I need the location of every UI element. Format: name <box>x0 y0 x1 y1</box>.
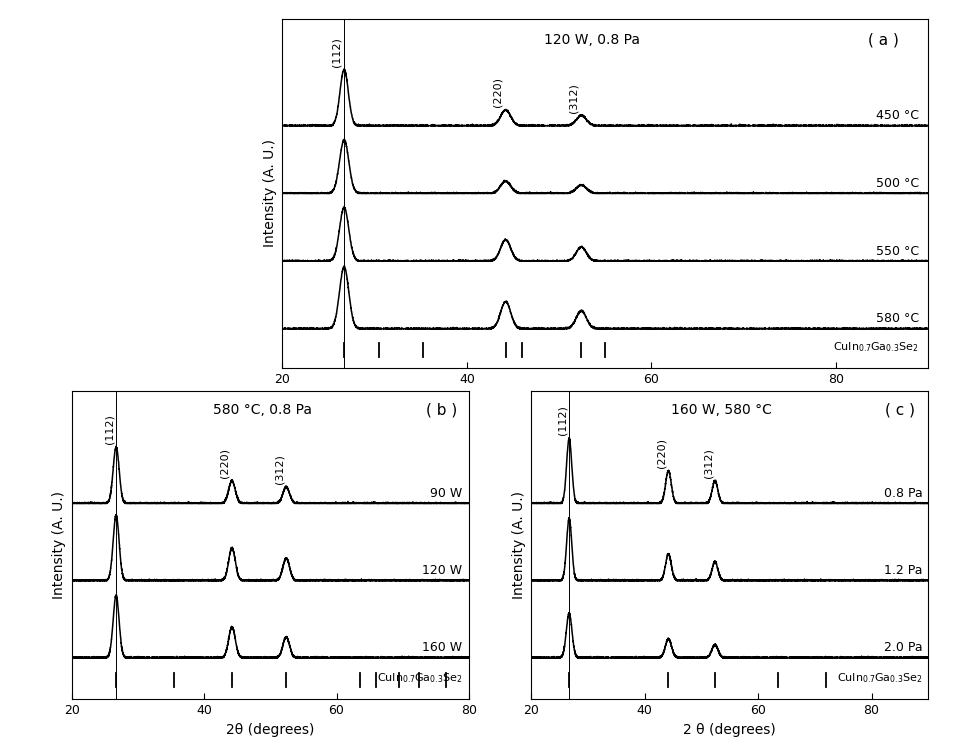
Text: (220): (220) <box>493 77 502 107</box>
Text: 120 W, 0.8 Pa: 120 W, 0.8 Pa <box>545 33 640 47</box>
Text: 90 W: 90 W <box>430 487 462 500</box>
Text: (312): (312) <box>703 448 713 478</box>
Text: (112): (112) <box>331 36 342 66</box>
Y-axis label: Intensity (A. U.): Intensity (A. U.) <box>263 139 277 248</box>
Text: (220): (220) <box>657 437 667 468</box>
Text: $\mathrm{CuIn_{0.7}Ga_{0.3}Se_2}$: $\mathrm{CuIn_{0.7}Ga_{0.3}Se_2}$ <box>377 670 462 684</box>
Text: 2.0 Pa: 2.0 Pa <box>884 641 923 654</box>
X-axis label: 2θ (degrees): 2θ (degrees) <box>226 722 315 737</box>
Text: 580 °C: 580 °C <box>876 312 919 325</box>
Text: (220): (220) <box>220 448 230 478</box>
Text: ( a ): ( a ) <box>868 33 899 48</box>
Text: 0.8 Pa: 0.8 Pa <box>884 487 923 500</box>
Text: $\mathrm{CuIn_{0.7}Ga_{0.3}Se_2}$: $\mathrm{CuIn_{0.7}Ga_{0.3}Se_2}$ <box>834 340 919 354</box>
Text: 160 W: 160 W <box>422 641 462 654</box>
Text: $\mathrm{CuIn_{0.7}Ga_{0.3}Se_2}$: $\mathrm{CuIn_{0.7}Ga_{0.3}Se_2}$ <box>837 670 923 684</box>
Text: 160 W, 580 °C: 160 W, 580 °C <box>671 403 772 417</box>
Text: (312): (312) <box>275 454 284 484</box>
X-axis label: 2 θ (degrees): 2 θ (degrees) <box>559 391 652 405</box>
Text: (112): (112) <box>104 414 114 444</box>
Text: 550 °C: 550 °C <box>876 245 919 257</box>
Text: 1.2 Pa: 1.2 Pa <box>884 564 923 577</box>
Text: 120 W: 120 W <box>422 564 462 577</box>
Text: ( b ): ( b ) <box>426 403 456 418</box>
Text: 500 °C: 500 °C <box>876 177 919 190</box>
Text: (112): (112) <box>557 405 568 435</box>
Y-axis label: Intensity (A. U.): Intensity (A. U.) <box>53 491 66 599</box>
Text: ( c ): ( c ) <box>885 403 916 418</box>
X-axis label: 2 θ (degrees): 2 θ (degrees) <box>683 722 776 737</box>
Text: 580 °C, 0.8 Pa: 580 °C, 0.8 Pa <box>212 403 312 417</box>
Y-axis label: Intensity (A. U.): Intensity (A. U.) <box>512 491 525 599</box>
Text: 450 °C: 450 °C <box>876 109 919 122</box>
Text: (312): (312) <box>568 83 579 113</box>
